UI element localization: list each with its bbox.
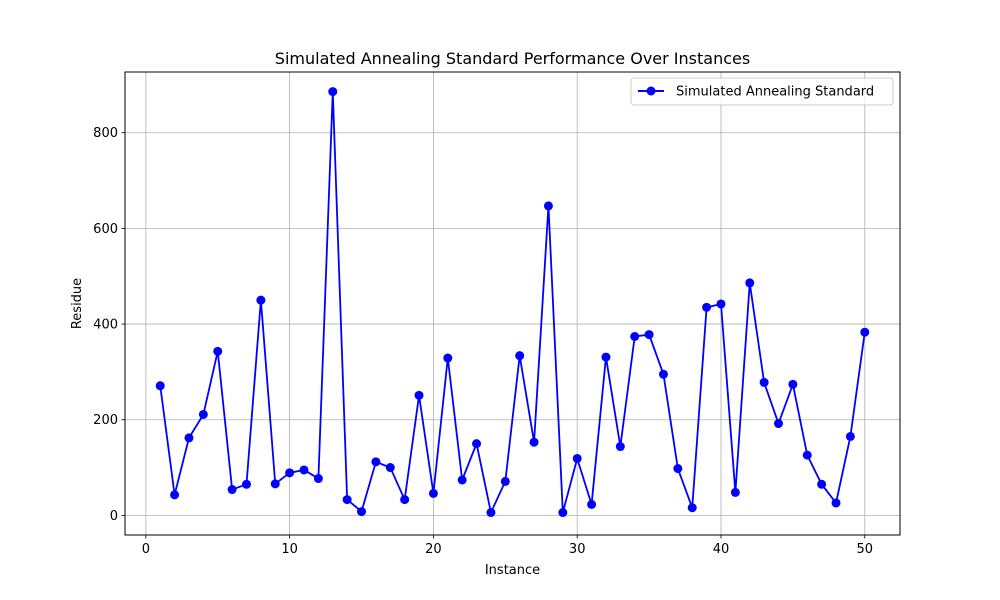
data-point — [716, 299, 726, 309]
data-point — [730, 487, 740, 497]
data-point — [170, 490, 180, 500]
data-point — [515, 351, 525, 361]
data-point — [500, 476, 510, 486]
data-point — [601, 352, 611, 362]
legend-label: Simulated Annealing Standard — [676, 85, 874, 100]
data-point — [745, 278, 755, 288]
data-point — [385, 463, 395, 473]
x-tick-label: 20 — [425, 542, 442, 557]
data-point — [702, 302, 712, 312]
data-point — [428, 488, 438, 498]
data-point — [472, 439, 482, 449]
grid — [125, 72, 900, 535]
data-point — [630, 332, 640, 342]
x-tick-label: 30 — [569, 542, 586, 557]
data-point — [788, 379, 798, 389]
data-point — [587, 499, 597, 509]
data-point — [371, 457, 381, 467]
data-point — [299, 465, 309, 475]
data-point — [256, 295, 266, 305]
x-tick-label: 10 — [281, 542, 298, 557]
data-point — [198, 409, 208, 419]
legend: Simulated Annealing Standard — [630, 77, 894, 106]
data-point — [241, 479, 251, 489]
data-point — [658, 369, 668, 379]
data-point — [486, 508, 496, 518]
data-point — [270, 479, 280, 489]
y-axis-label: Residue — [70, 278, 85, 329]
plot-frame — [124, 71, 901, 536]
data-point — [687, 503, 697, 513]
data-point — [357, 507, 367, 517]
data-point — [615, 442, 625, 452]
data-point — [543, 201, 553, 211]
y-tick-label: 600 — [93, 222, 118, 237]
data-point — [831, 498, 841, 508]
x-axis-label: Instance — [485, 563, 540, 578]
data-point — [558, 508, 568, 518]
data-point — [400, 495, 410, 505]
x-axis: 0 10 20 30 40 50 — [142, 535, 873, 557]
x-tick-label: 40 — [713, 542, 730, 557]
data-point — [328, 87, 338, 97]
data-point — [457, 475, 467, 485]
data-point — [313, 474, 323, 484]
data-point — [342, 495, 352, 505]
data-point — [443, 353, 453, 363]
data-point — [155, 381, 165, 391]
legend-box — [630, 77, 894, 106]
legend-marker — [646, 86, 656, 96]
chart-title: Simulated Annealing Standard Performance… — [275, 49, 750, 68]
x-tick-label: 0 — [142, 542, 150, 557]
data-point — [285, 468, 295, 478]
data-point — [572, 453, 582, 463]
data-point — [184, 433, 194, 443]
y-tick-label: 0 — [110, 509, 118, 524]
data-point — [817, 479, 827, 489]
data-point — [227, 485, 237, 495]
data-point — [414, 390, 424, 400]
y-tick-label: 200 — [93, 413, 118, 428]
data-point — [774, 419, 784, 429]
y-tick-label: 400 — [93, 318, 118, 333]
data-point — [213, 346, 223, 356]
series-layer — [155, 87, 870, 518]
x-tick-label: 50 — [856, 542, 873, 557]
data-point — [529, 437, 539, 447]
y-tick-label: 800 — [93, 126, 118, 141]
data-point — [759, 377, 769, 387]
data-point — [673, 464, 683, 474]
data-point — [860, 327, 870, 337]
data-point — [802, 450, 812, 460]
data-point — [644, 330, 654, 340]
data-point — [845, 431, 855, 441]
y-axis: 0 200 400 600 800 — [93, 126, 125, 524]
